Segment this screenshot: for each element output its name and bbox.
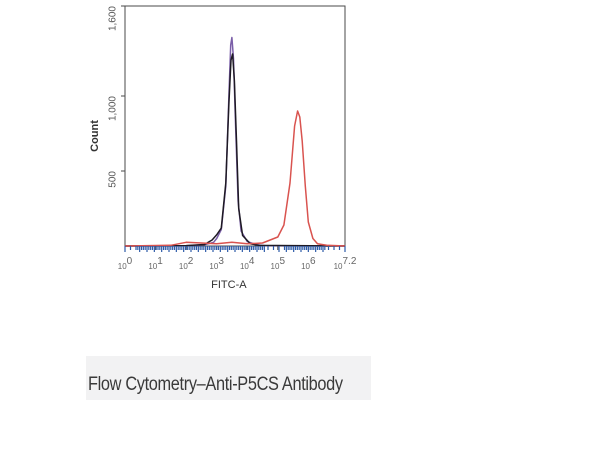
flow-cytometry-histogram: 500 1,000 1,600 Count 100 101 102 103 104 105 106 1… (89, 5, 357, 291)
x-tick-label: 104 (240, 256, 255, 271)
x-tick-label: 107.2 (334, 256, 357, 271)
x-tick-label: 106 (301, 256, 316, 271)
y-tick-label: 500 (108, 171, 119, 188)
figure-panel: 500 1,000 1,600 Count 100 101 102 103 104 105 106 1… (86, 0, 371, 400)
x-tick-label: 100 (118, 256, 133, 271)
caption-band (86, 356, 371, 400)
histogram-line-1 (124, 36, 346, 247)
y-tick-label: 1,600 (108, 6, 119, 31)
x-tick-label: 102 (179, 256, 194, 271)
figure-caption: Flow Cytometry–Anti-P5CS Antibody (88, 374, 343, 395)
y-tick-label: 1,000 (108, 96, 119, 121)
y-axis-title: Count (89, 120, 101, 152)
histogram-line-2 (124, 53, 346, 247)
x-tick-label: 105 (271, 256, 286, 271)
x-tick-label: 103 (209, 256, 224, 271)
histogram-line-3 (124, 110, 346, 247)
x-tick-label: 101 (148, 256, 163, 271)
x-axis-title: FITC-A (211, 279, 247, 291)
